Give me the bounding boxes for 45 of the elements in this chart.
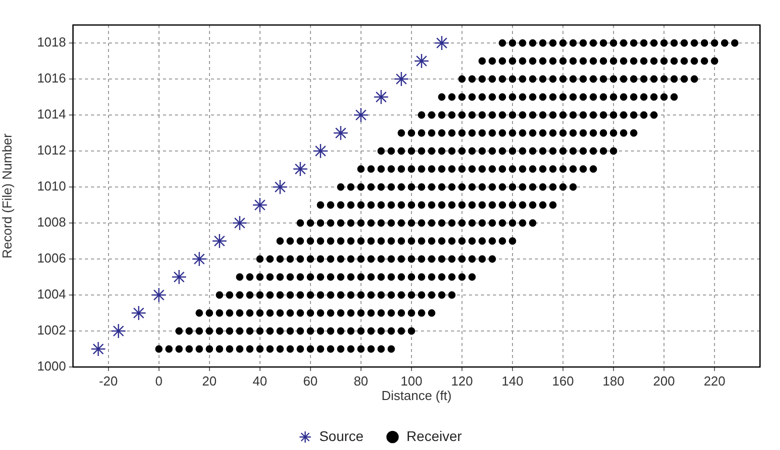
point: [374, 89, 389, 105]
point: [90, 341, 106, 357]
point: [252, 197, 268, 213]
x-axis-title: Distance (ft): [381, 388, 452, 403]
x-tick-label: 200: [653, 373, 675, 388]
x-tick-label: 0: [155, 373, 162, 388]
point: [434, 35, 450, 51]
point: [131, 305, 146, 321]
y-axis-title: Record (File) Number: [0, 132, 14, 258]
y-tick-label: 1000: [37, 358, 66, 374]
point: [110, 323, 126, 339]
x-tick-label: 120: [451, 373, 473, 388]
y-tick-label: 1018: [37, 34, 66, 50]
point: [232, 215, 248, 231]
point: [192, 251, 207, 267]
point: [353, 107, 369, 123]
y-tick-label: 1014: [37, 106, 66, 122]
point: [171, 269, 187, 285]
y-tick-label: 1006: [37, 250, 66, 266]
point: [414, 53, 430, 69]
x-tick-label: 20: [202, 373, 217, 388]
x-tick-label: 60: [303, 373, 318, 388]
x-tick-label: -20: [98, 373, 118, 388]
x-tick-label: 100: [400, 373, 422, 388]
y-tick-label: 1016: [37, 70, 66, 86]
x-tick-label: 180: [602, 373, 624, 388]
legend-label: Receiver: [406, 428, 462, 444]
x-tick-label: 40: [252, 373, 268, 388]
x-tick-label: 140: [502, 373, 524, 388]
point: [312, 143, 328, 159]
y-tick-label: 1012: [37, 142, 66, 158]
point: [151, 287, 166, 303]
legend-label: Source: [319, 428, 364, 444]
x-tick-label: 80: [354, 373, 368, 388]
y-tick-label: 1002: [37, 322, 66, 338]
x-tick-label: 160: [552, 373, 574, 388]
y-tick-label: 1008: [37, 214, 66, 230]
x-tick-label: 220: [704, 373, 726, 388]
point: [333, 125, 348, 141]
point: [272, 179, 288, 195]
point: [394, 71, 409, 87]
y-tick-label: 1010: [37, 178, 66, 194]
point: [212, 233, 228, 249]
point: [292, 161, 308, 177]
y-tick-label: 1004: [37, 286, 66, 302]
